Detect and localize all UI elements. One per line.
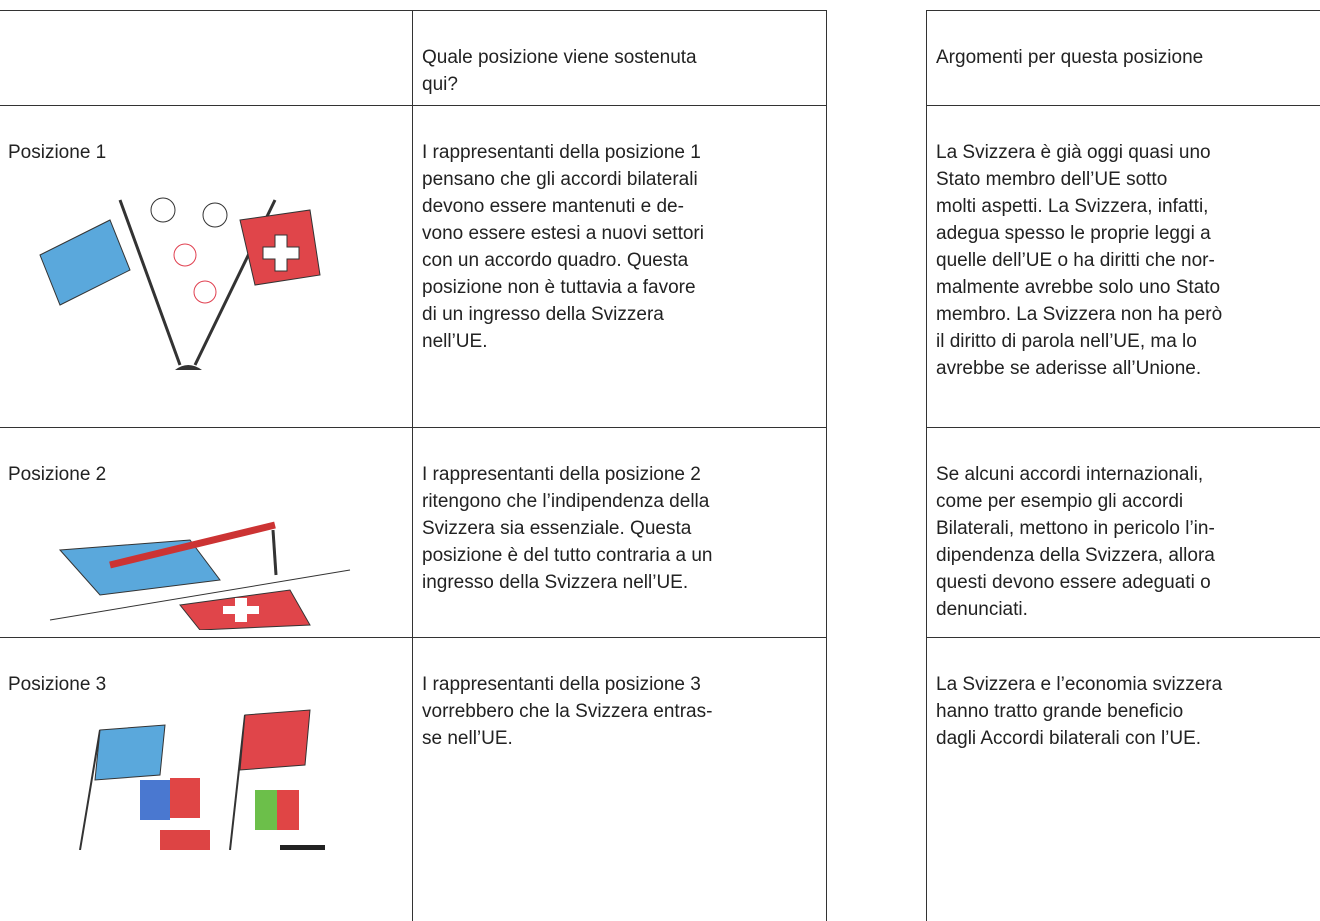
text-line: La Svizzera e l’economia svizzera xyxy=(936,674,1223,695)
text-line: Posizione 3 xyxy=(8,674,107,695)
illustration-flags-poles xyxy=(79,709,325,850)
rule xyxy=(0,427,826,428)
text-line: se nell’UE. xyxy=(422,728,513,749)
text-line: vono essere estesi a nuovi settori xyxy=(422,223,704,244)
text-line: Se alcuni accordi internazionali, xyxy=(936,464,1204,485)
text-line: quelle dell’UE o ha diritti che nor- xyxy=(936,250,1215,271)
rule xyxy=(926,427,1320,428)
text-line: Argomenti per questa posizione xyxy=(936,47,1204,68)
rule xyxy=(826,10,827,921)
text-line: il diritto di parola nell’UE, ma lo xyxy=(936,331,1197,352)
text-line: pensano che gli accordi bilaterali xyxy=(422,169,698,190)
text-line: Stato membro dell’UE sotto xyxy=(936,169,1168,190)
text-line: Quale posizione viene sostenuta xyxy=(422,47,697,68)
rule xyxy=(926,105,1320,106)
text-line: avrebbe se aderisse all’Unione. xyxy=(936,358,1202,379)
rule xyxy=(926,10,927,921)
text-line: nell’UE. xyxy=(422,331,488,352)
text-line: molti aspetti. La Svizzera, infatti, xyxy=(936,196,1209,217)
text-line: I rappresentanti della posizione 1 xyxy=(422,142,701,163)
rule xyxy=(0,637,826,638)
text-line: qui? xyxy=(422,74,458,95)
text-line: membro. La Svizzera non ha però xyxy=(936,304,1223,325)
rule xyxy=(0,10,826,11)
illustration-flags-crossed xyxy=(39,197,321,370)
text-line: Posizione 1 xyxy=(8,142,107,163)
rule xyxy=(412,10,413,921)
text-line: dagli Accordi bilaterali con l’UE. xyxy=(936,728,1202,749)
text-line: vorrebbero che la Svizzera entras- xyxy=(422,701,713,722)
text-line: questi devono essere adeguati o xyxy=(936,572,1211,593)
text-line: La Svizzera è già oggi quasi uno xyxy=(936,142,1211,163)
text-line: ritengono che l’indipendenza della xyxy=(422,491,710,512)
text-line: posizione è del tutto contraria a un xyxy=(422,545,713,566)
text-line: con un accordo quadro. Questa xyxy=(422,250,689,271)
text-line: devono essere mantenuti e de- xyxy=(422,196,684,217)
text-line: hanno tratto grande beneficio xyxy=(936,701,1184,722)
text-line: di un ingresso della Svizzera xyxy=(422,304,664,325)
text-line: dipendenza della Svizzera, allora xyxy=(936,545,1215,566)
text-line: posizione non è tuttavia a favore xyxy=(422,277,696,298)
rule xyxy=(926,637,1320,638)
text-line: malmente avrebbe solo uno Stato xyxy=(936,277,1221,298)
text-line: ingresso della Svizzera nell’UE. xyxy=(422,572,689,593)
text-line: denunciati. xyxy=(936,599,1028,620)
text-line: I rappresentanti della posizione 3 xyxy=(422,674,701,695)
text-line: I rappresentanti della posizione 2 xyxy=(422,464,701,485)
rule xyxy=(926,10,1320,11)
text-line: Svizzera sia essenziale. Questa xyxy=(422,518,692,539)
illustration-flags-ground xyxy=(49,521,351,630)
text-line: adegua spesso le proprie leggi a xyxy=(936,223,1211,244)
text-line: Posizione 2 xyxy=(8,464,107,485)
rule xyxy=(0,105,826,106)
text-line: come per esempio gli accordi xyxy=(936,491,1184,512)
text-line: Bilaterali, mettono in pericolo l’in- xyxy=(936,518,1215,539)
